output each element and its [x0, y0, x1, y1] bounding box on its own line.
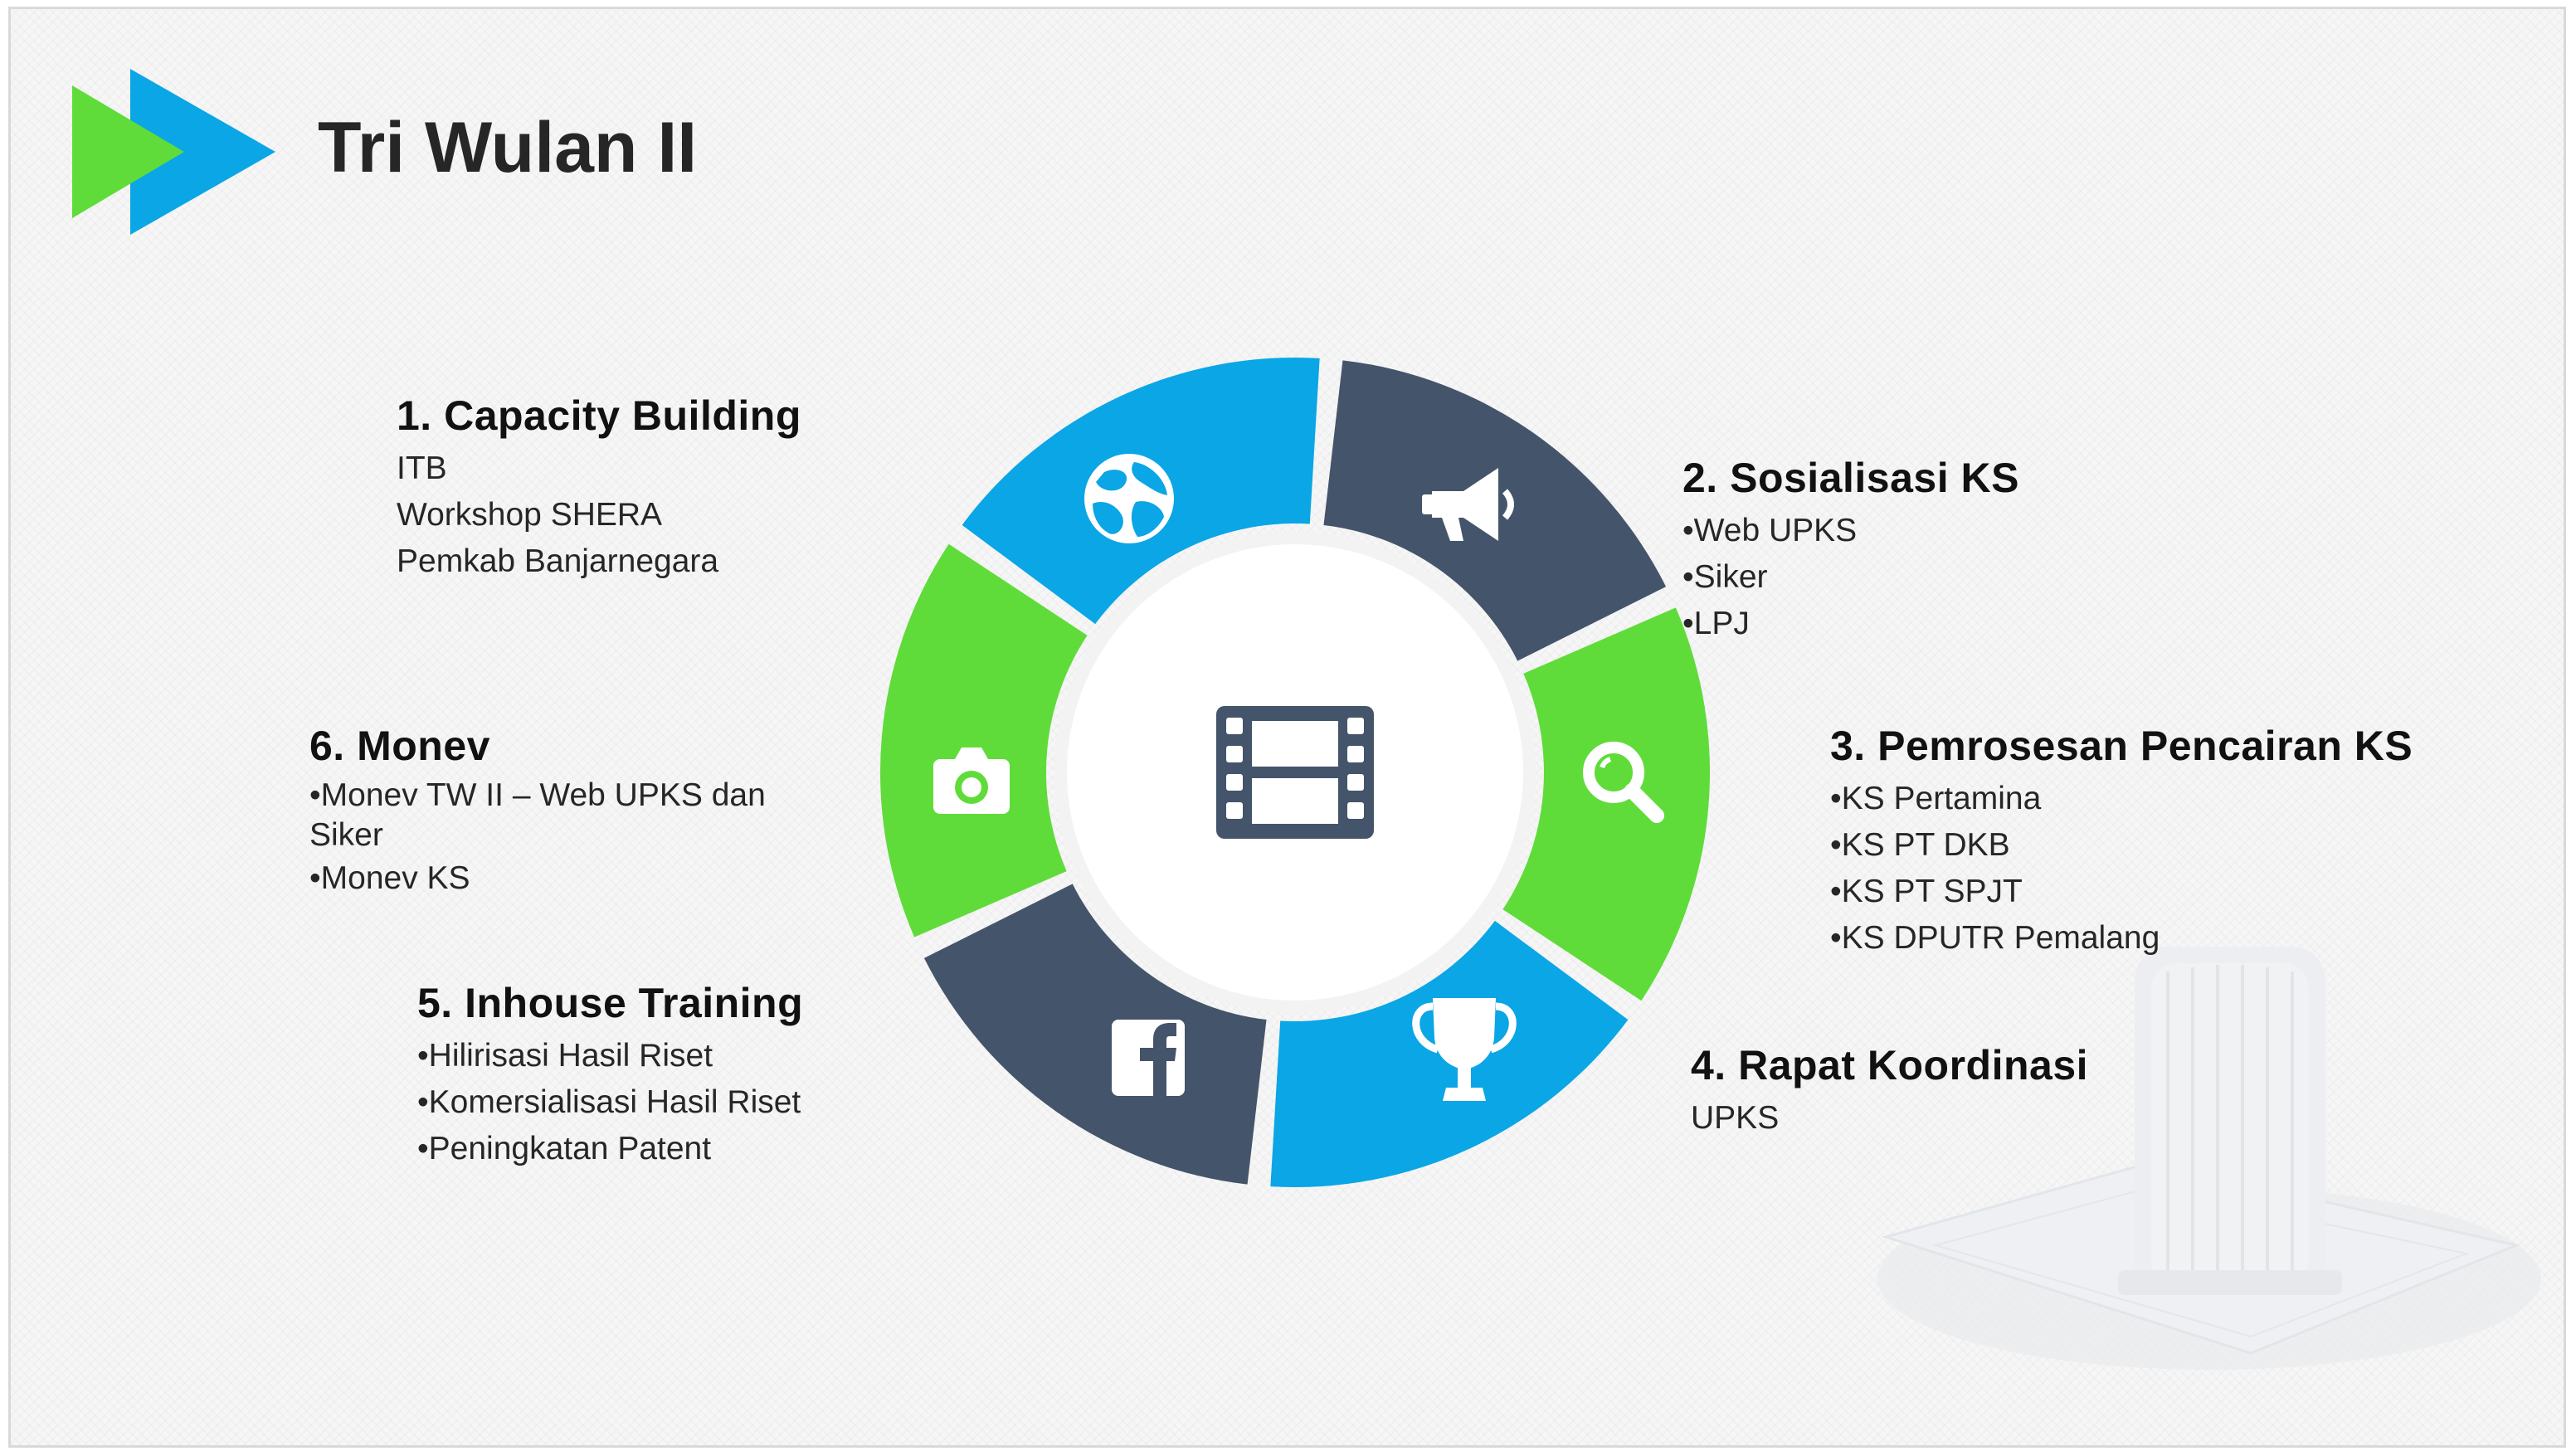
section-sosialisasi-ks: 2. Sosialisasi KS •Web UPKS •Siker •LPJ: [1682, 455, 2019, 647]
cycle-wheel: [880, 358, 1710, 1187]
section-item: •KS PT DKB: [1830, 826, 2010, 863]
section-item: •Web UPKS: [1682, 512, 1858, 548]
section-heading: 4. Rapat Koordinasi: [1691, 1042, 2089, 1088]
logo-play-arrows: [72, 69, 275, 235]
section-heading: 5. Inhouse Training: [417, 980, 804, 1026]
wheel-segment-5: [923, 884, 1267, 1185]
film-icon: [1216, 706, 1374, 839]
section-item: Pemkab Banjarnegara: [397, 543, 719, 579]
search-icon: [1583, 742, 1664, 823]
section-pemrosesan-pencairan-ks: 3. Pemrosesan Pencairan KS •KS Pertamina…: [1830, 723, 2413, 962]
section-heading: 1. Capacity Building: [397, 392, 801, 439]
page-title: Tri Wulan II: [318, 108, 698, 187]
globe-icon: [1084, 454, 1174, 543]
camera-icon: [933, 747, 1010, 814]
section-heading: 2. Sosialisasi KS: [1682, 455, 2019, 501]
section-rapat-koordinasi: 4. Rapat Koordinasi UPKS: [1691, 1042, 2088, 1142]
section-item: •KS PT SPJT: [1830, 873, 2023, 909]
facebook-icon: [1112, 1020, 1185, 1096]
slide: Tri Wulan II: [8, 7, 2566, 1448]
section-item: •Hilirisasi Hasil Riset: [417, 1037, 713, 1074]
section-item: •KS Pertamina: [1830, 780, 2042, 816]
section-item: Workshop SHERA: [397, 496, 663, 533]
section-item: UPKS: [1691, 1099, 1780, 1136]
building-watermark: [1877, 947, 2541, 1370]
trophy-icon: [1412, 998, 1517, 1101]
megaphone-icon: [1422, 468, 1514, 541]
section-item: •Siker: [1682, 558, 1768, 595]
section-item: •Komersialisasi Hasil Riset: [417, 1083, 801, 1120]
section-inhouse-training: 5. Inhouse Training •Hilirisasi Hasil Ri…: [417, 980, 803, 1172]
section-heading: 6. Monev: [309, 723, 490, 769]
section-item: •Peningkatan Patent: [417, 1130, 712, 1166]
section-heading: 3. Pemrosesan Pencairan KS: [1830, 723, 2413, 769]
section-capacity-building: 1. Capacity Building ITB Workshop SHERA …: [397, 392, 801, 585]
section-monev: 6. Monev •Monev TW II – Web UPKS dan Sik…: [309, 723, 791, 902]
section-item: •KS DPUTR Pemalang: [1830, 919, 2160, 956]
wheel-segment-6: [880, 543, 1088, 937]
section-item: •Monev TW II – Web UPKS dan Siker: [309, 777, 766, 853]
section-item: •LPJ: [1682, 605, 1750, 641]
wheel-segment-3: [1502, 607, 1710, 1001]
section-item: •Monev KS: [309, 859, 470, 896]
section-item: ITB: [397, 450, 447, 486]
